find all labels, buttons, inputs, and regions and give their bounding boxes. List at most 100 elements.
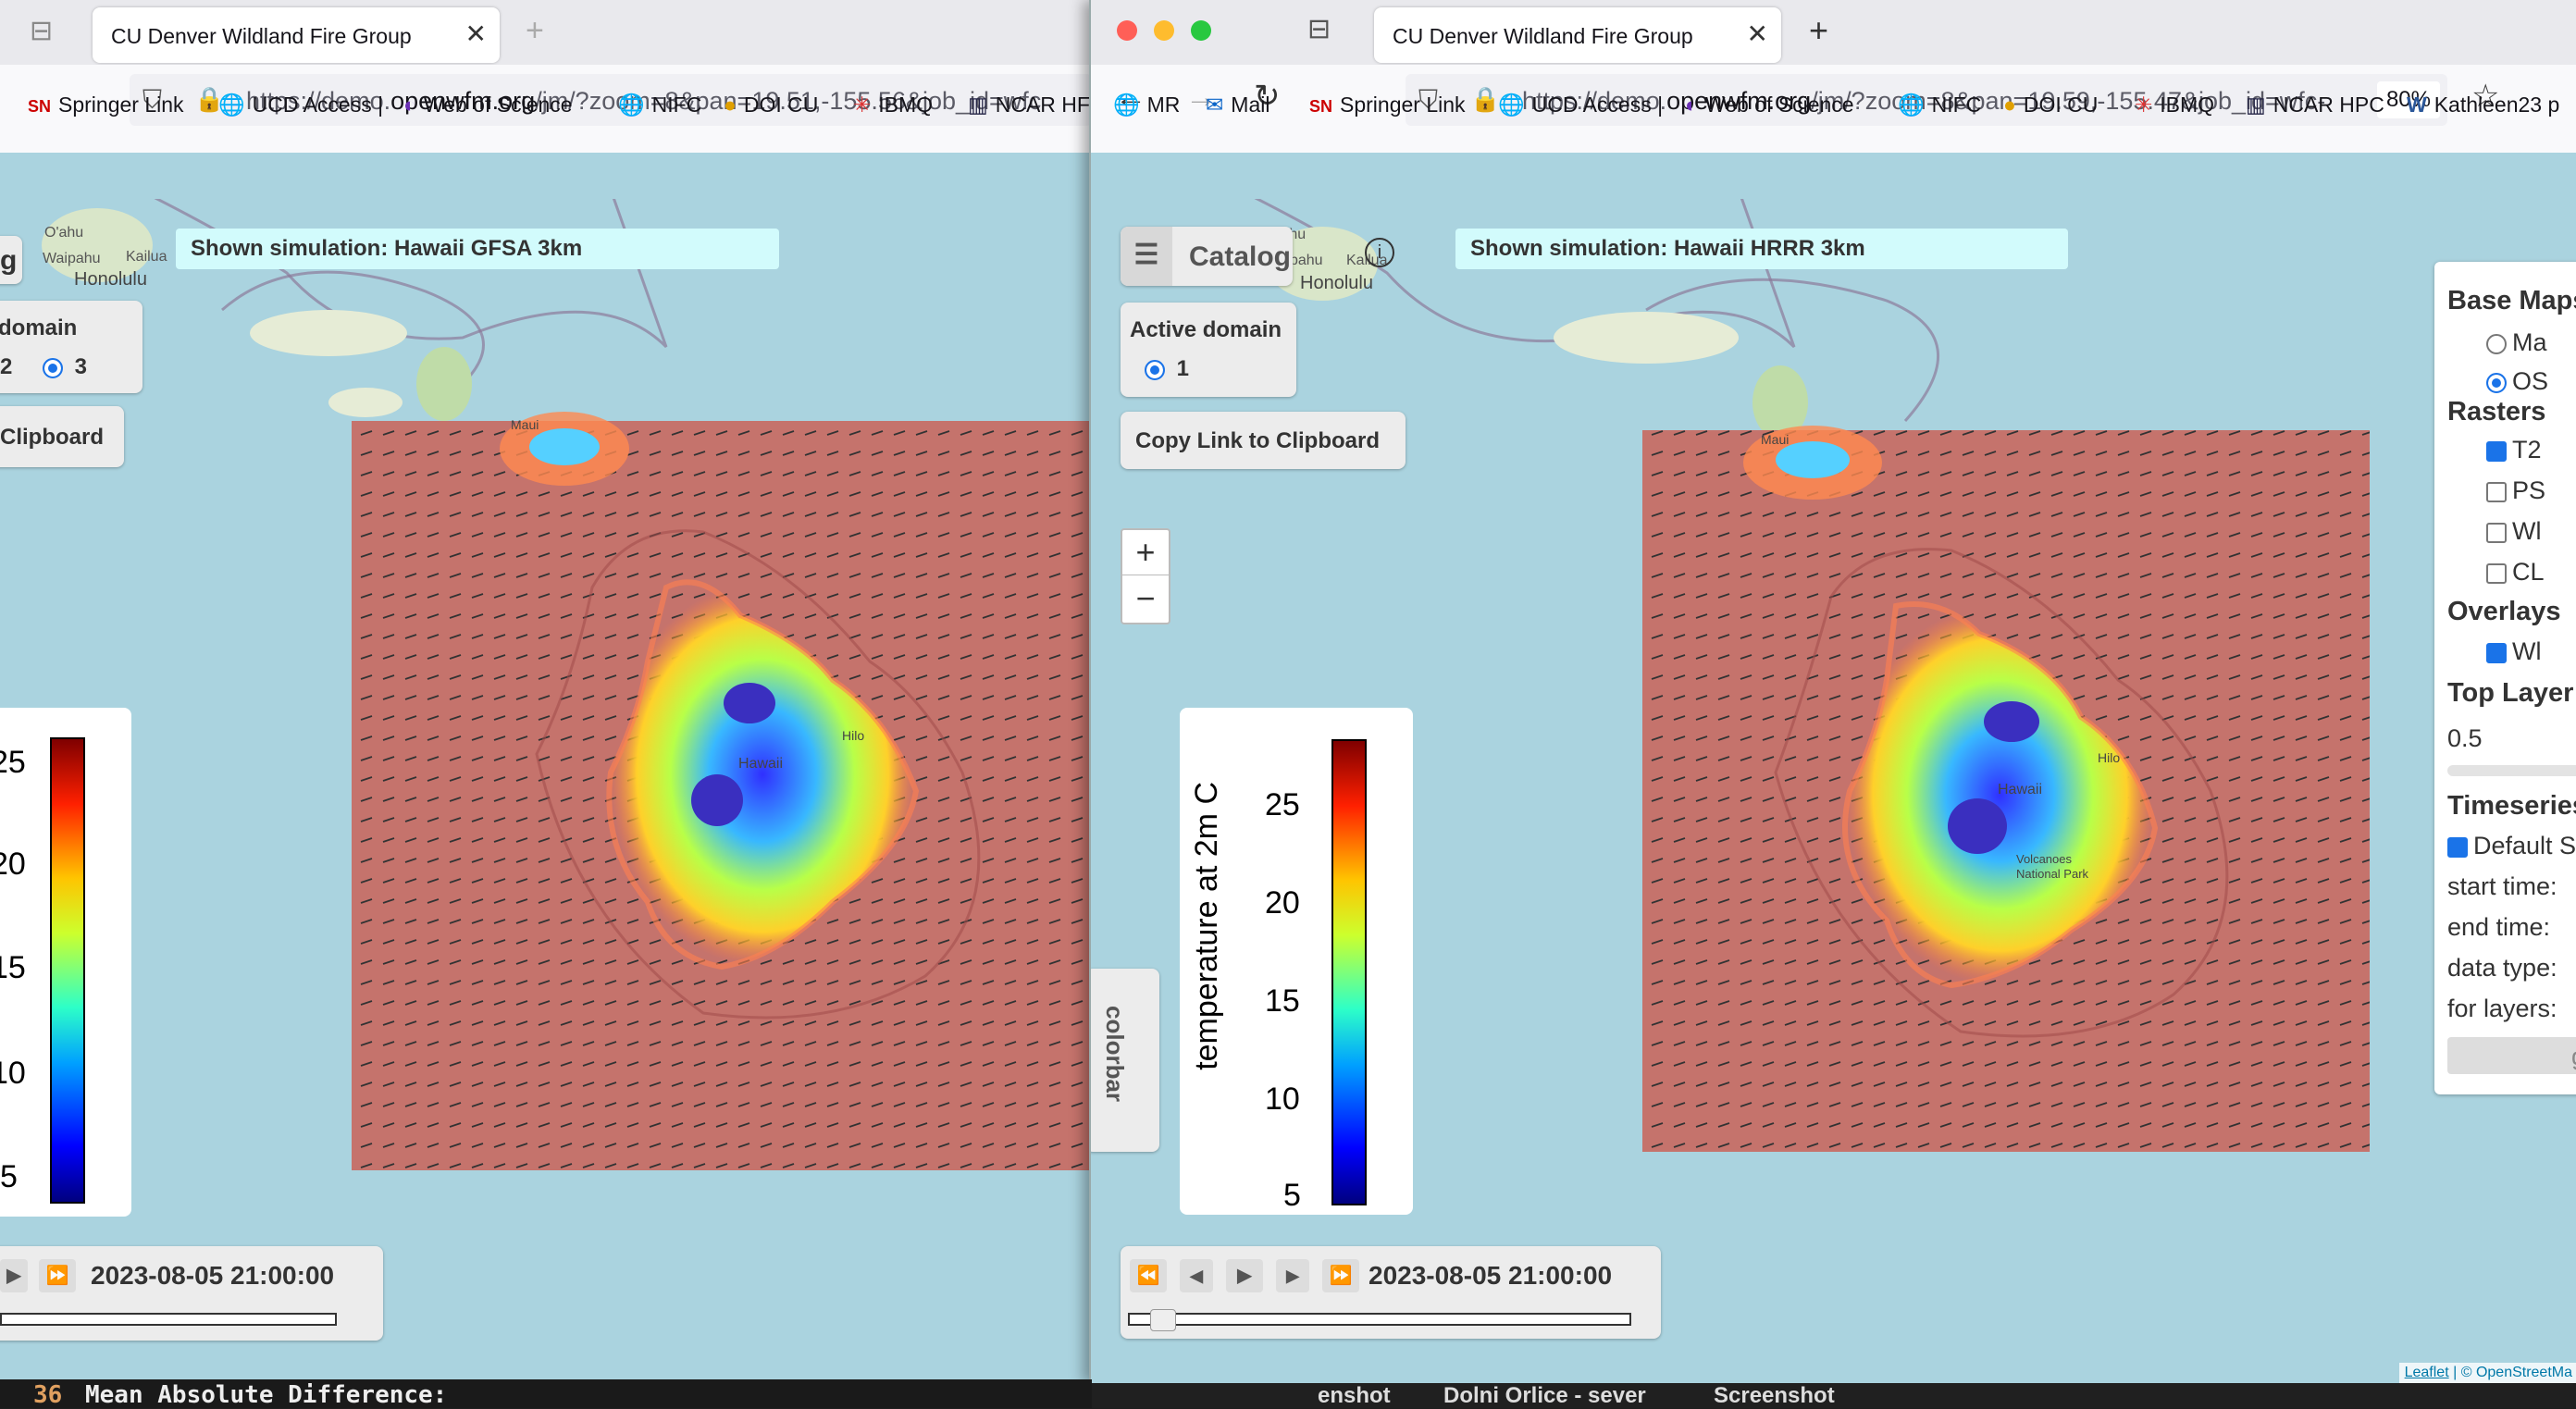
tab-title: CU Denver Wildland Fire Group — [111, 24, 412, 48]
globe-icon: 🌐 — [1498, 93, 1525, 117]
osm-link[interactable]: | © OpenStreetMa — [2453, 1365, 2572, 1380]
fast-forward-icon[interactable]: ⏩ — [39, 1259, 76, 1292]
close-icon[interactable]: ✕ — [1746, 19, 1768, 48]
tab-active[interactable]: CU Denver Wildland Fire Group ✕ — [1374, 7, 1781, 63]
generate-button[interactable]: g — [2447, 1037, 2576, 1074]
rewind-icon[interactable]: ⏪ — [1130, 1259, 1167, 1292]
bookmark-doi[interactable]: ● DOI CU — [724, 93, 819, 117]
close-window-icon[interactable] — [1117, 20, 1137, 41]
slider-handle[interactable] — [1150, 1309, 1176, 1331]
bookmark-ibmq[interactable]: ✳ IBMQ — [853, 93, 934, 117]
star-icon[interactable]: ☆ — [2471, 79, 2500, 114]
base-maps-title: Base Maps — [2447, 286, 2576, 315]
copy-link-button[interactable]: Copy Link to Clipboard — [1121, 412, 1406, 469]
info-icon[interactable]: i — [1365, 238, 1394, 267]
tab-overview-icon[interactable]: ⊟ — [30, 16, 54, 46]
map-label-hawaii: Hawaii — [738, 756, 784, 772]
new-tab-icon[interactable]: + — [526, 13, 544, 48]
bookmark-springer[interactable]: SN Springer Link — [28, 93, 184, 117]
timeline-slider[interactable] — [1128, 1309, 1631, 1331]
bookmark-ncar[interactable]: ▥ NCAR HF — [968, 93, 1090, 117]
top-layer-slider[interactable] — [2447, 765, 2576, 776]
taskbar-item[interactable]: Screenshot — [1714, 1383, 1835, 1408]
url-text: https://demo.openwfm.org/jm/?zoom=8&pan=… — [1522, 87, 2326, 115]
bookmark-nifc[interactable]: 🌐 NIFC — [618, 93, 702, 117]
url-text: https://demo.openwfm.org/jm/?zoom=8&pan=… — [246, 87, 1042, 115]
terminal-line-number: 36 — [33, 1381, 63, 1409]
address-bar[interactable]: ⛉ 🔒 https://demo.openwfm.org/jm/?zoom=8&… — [1406, 74, 2447, 126]
top-layer-value: 0.5 — [2447, 724, 2483, 752]
close-icon[interactable]: ✕ — [464, 19, 487, 48]
shield-icon: ⛉ — [1418, 85, 1439, 114]
active-domain-panel: domain 2 3 — [0, 301, 142, 393]
step-back-icon[interactable]: ◀ — [1180, 1259, 1213, 1292]
catalog-button[interactable]: g — [0, 236, 22, 284]
raster-cl[interactable]: CL — [2486, 558, 2545, 587]
bookmark-ibmq[interactable]: ✳ IBMQ — [2135, 93, 2215, 117]
lock-icon: 🔒 — [194, 85, 225, 113]
basemap-option-ma[interactable]: Ma — [2486, 328, 2547, 357]
bookmark-web-of-science[interactable]: ◐ Web of Science — [1685, 93, 1854, 117]
tab-active[interactable]: CU Denver Wildland Fire Group ✕ — [93, 7, 500, 63]
colorbar-tick: 15 — [0, 950, 26, 985]
ibmq-icon: ✳ — [2135, 93, 2153, 117]
radio-selected-icon — [2486, 372, 2507, 393]
domain-option-2[interactable]: 2 — [0, 354, 13, 379]
menu-icon: ☰ — [1121, 227, 1172, 286]
map-view[interactable]: O'ahu Waipahu Kailua Honolulu Maui Hilo … — [0, 199, 1092, 1383]
colorbar-title: temperature at 2m C — [1189, 782, 1224, 1070]
zoom-out-button[interactable]: − — [1135, 579, 1156, 617]
colorbar-gradient — [1331, 739, 1367, 1205]
fast-forward-icon[interactable]: ⏩ — [1322, 1259, 1359, 1292]
bookmark-mail[interactable]: ✉ Mail — [1206, 93, 1270, 117]
new-tab-icon[interactable]: + — [1809, 11, 1829, 49]
timeline-slider[interactable] — [0, 1313, 337, 1326]
back-icon[interactable]: ← — [1115, 80, 1146, 115]
domain-option-3[interactable]: 3 — [43, 354, 87, 380]
copy-link-button[interactable]: Clipboard — [0, 406, 124, 467]
forward-icon[interactable]: → — [1185, 80, 1217, 115]
map-label-hilo: Hilo — [842, 728, 865, 743]
colorbar-tick: 10 — [0, 1056, 26, 1091]
data-type-label: data type: — [2447, 954, 2557, 982]
taskbar-item[interactable]: Dolni Orlice - sever — [1443, 1383, 1646, 1408]
bookmark-doi[interactable]: ● DOI CU — [2003, 93, 2099, 117]
tab-overview-icon[interactable]: ⊟ — [1307, 14, 1331, 44]
navigation-bar: ⛉ 🔒 https://demo.openwfm.org/jm/?zoom=8&… — [0, 65, 1092, 153]
raster-wi[interactable]: Wl — [2486, 517, 2541, 546]
checkbox-checked-icon — [2486, 440, 2507, 462]
raster-t2[interactable]: T2 — [2486, 436, 2542, 464]
leaflet-link[interactable]: Leaflet — [2404, 1365, 2449, 1380]
zoom-in-button[interactable]: + — [1122, 530, 1169, 575]
play-icon[interactable]: ▶ — [1226, 1259, 1263, 1292]
bookmark-ncar[interactable]: ▥ NCAR HPC — [2246, 93, 2384, 117]
bookmark-nifc[interactable]: 🌐 NIFC — [1898, 93, 1982, 117]
play-icon[interactable]: ▶ — [0, 1259, 28, 1292]
taskbar-item[interactable]: enshot — [1318, 1383, 1391, 1408]
bookmark-mr[interactable]: 🌐 MR — [1113, 93, 1181, 117]
zoom-level[interactable]: 80% — [2376, 81, 2440, 118]
springer-icon: SN — [1309, 97, 1333, 116]
bookmark-ucd[interactable]: 🌐 UCD Access | — [1498, 93, 1664, 117]
bookmark-springer[interactable]: SN Springer Link — [1309, 93, 1466, 117]
raster-ps[interactable]: PS — [2486, 476, 2545, 505]
checkbox-checked-icon — [2447, 836, 2468, 858]
checkbox-icon — [2486, 562, 2507, 584]
basemap-option-os[interactable]: OS — [2486, 367, 2548, 396]
address-bar[interactable]: ⛉ 🔒 https://demo.openwfm.org/jm/?zoom=8&… — [130, 74, 1092, 126]
domain-option-1[interactable]: 1 — [1145, 356, 1189, 382]
bookmark-web-of-science[interactable]: ◐ Web of Science — [403, 93, 573, 117]
maximize-window-icon[interactable] — [1191, 20, 1211, 41]
catalog-button[interactable]: ☰ Catalog — [1121, 227, 1293, 286]
reload-icon[interactable]: ↻ — [1254, 79, 1281, 114]
step-forward-icon[interactable]: ▶ — [1276, 1259, 1309, 1292]
map-view[interactable]: O'ahu Waipahu Kailua Honolulu Maui Hilo … — [1091, 199, 2576, 1383]
active-domain-label: domain — [0, 315, 78, 340]
minimize-window-icon[interactable] — [1154, 20, 1174, 41]
bookmark-kathleen[interactable]: W Kathleen23 p — [2407, 93, 2560, 117]
bookmark-ucd[interactable]: 🌐 UCD Access | — [218, 93, 384, 117]
default-checkbox[interactable]: Default S — [2447, 832, 2576, 860]
colorbar-tab[interactable]: colorbar — [1091, 969, 1159, 1152]
top-layer-title: Top Layer — [2447, 678, 2574, 708]
overlay-wi[interactable]: Wl — [2486, 637, 2541, 666]
